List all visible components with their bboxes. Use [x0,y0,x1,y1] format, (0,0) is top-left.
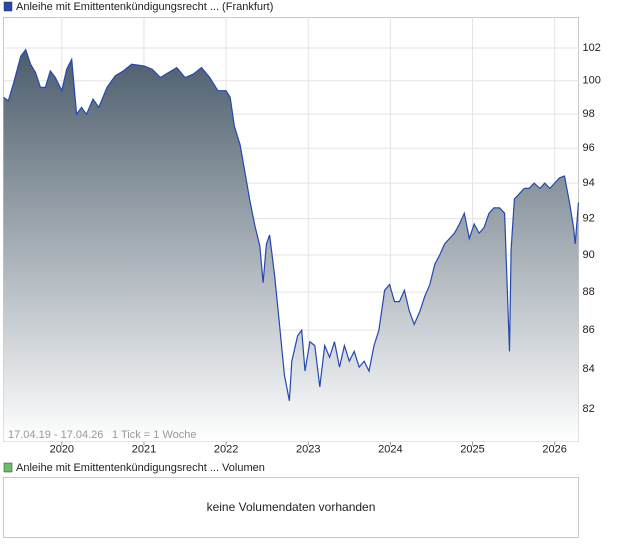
legend-label: Anleihe mit Emittentenkündigungsrecht ..… [16,462,265,474]
y-tick-label: 86 [583,324,595,336]
x-tick-label: 2023 [296,443,320,455]
no-data-message: keine Volumendaten vorhanden [207,500,376,514]
y-tick-label: 94 [583,177,595,189]
y-tick-label: 100 [583,75,601,87]
annotation: 1 Tick = 1 Woche [112,429,196,441]
y-tick-label: 82 [583,403,595,415]
x-tick-label: 2025 [460,443,484,455]
x-tick-label: 2020 [50,443,74,455]
x-tick-label: 2024 [378,443,402,455]
annotation: 17.04.19 - 17.04.26 [8,429,103,441]
volume-panel [3,477,579,538]
area [3,49,579,442]
legend-label: Anleihe mit Emittentenkündigungsrecht ..… [16,1,273,13]
y-tick-label: 98 [583,108,595,120]
x-tick-label: 2021 [132,443,156,455]
x-tick-label: 2026 [542,443,566,455]
y-tick-label: 96 [583,142,595,154]
y-tick-label: 92 [583,213,595,225]
y-tick-label: 90 [583,249,595,261]
line [3,48,580,402]
legend-swatch [3,1,13,12]
y-tick-label: 88 [583,286,595,298]
x-tick-label: 2022 [214,443,238,455]
y-tick-label: 84 [583,363,595,375]
legend-swatch [3,462,13,473]
y-tick-label: 102 [583,42,601,54]
